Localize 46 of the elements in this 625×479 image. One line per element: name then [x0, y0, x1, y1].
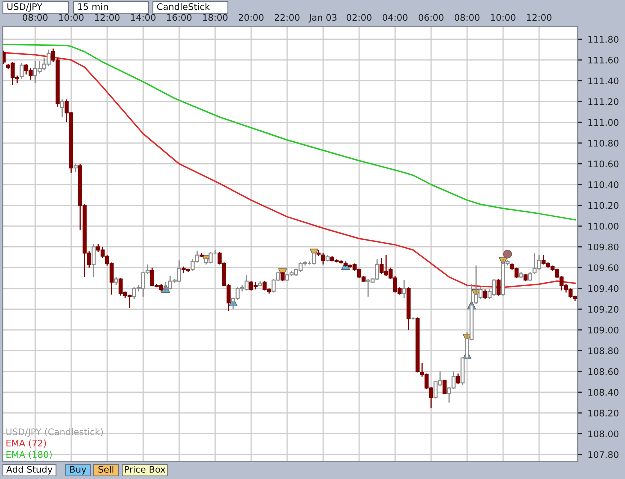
y-tick-label: 111.80: [588, 36, 619, 44]
text: 15 min: [78, 3, 108, 10]
x-tick-label: 14:00: [131, 14, 156, 22]
y-tick-label: 109.20: [588, 306, 619, 313]
y-tick-label: 108.20: [588, 410, 619, 417]
x-tick-label: 22:00: [275, 14, 300, 22]
y-tick-label: 108.80: [588, 348, 619, 354]
y-tick-label: 109.40: [588, 285, 619, 292]
y-tick-label: 111.20: [588, 98, 619, 106]
y-tick-label: 110.60: [588, 160, 619, 168]
x-tick-label: 08:00: [454, 14, 480, 22]
text: CandleStick: [157, 3, 210, 10]
y-tick-label: 110.00: [588, 223, 619, 230]
x-tick-label: 10:00: [491, 14, 516, 22]
text: Price Box: [125, 466, 166, 473]
y-tick-label: 110.40: [588, 182, 619, 188]
text: Buy: [70, 466, 86, 475]
x-tick-label: 04:00: [382, 14, 408, 22]
y-tick-label: 111.40: [588, 78, 619, 85]
y-tick-label: 108.60: [588, 368, 619, 376]
text: USD/JPY: [8, 3, 43, 12]
x-tick-label: 18:00: [203, 14, 228, 22]
y-tick-label: 111.60: [588, 56, 619, 64]
text: USD/JPY (Candlestick): [6, 428, 104, 438]
x-tick-label: 10:00: [59, 14, 84, 22]
y-tick-label: 110.20: [588, 202, 619, 210]
x-tick-label: 16:00: [167, 14, 192, 22]
x-tick-label: 06:00: [418, 14, 444, 22]
x-tick-label: 20:00: [239, 14, 264, 22]
y-tick-label: 109.80: [588, 244, 619, 251]
y-tick-label: 109.60: [588, 264, 619, 272]
text: EMA (72): [6, 440, 46, 448]
x-tick-label: 02:00: [346, 14, 372, 22]
y-tick-label: 107.80: [588, 451, 619, 458]
text: Add Study: [6, 466, 53, 475]
y-tick-label: 108.40: [588, 389, 619, 396]
text: Sell: [98, 466, 114, 473]
text: EMA (180): [6, 451, 52, 460]
x-tick-label: Jan 03: [308, 14, 337, 23]
x-tick-label: 12:00: [95, 14, 120, 22]
y-tick-label: 110.80: [588, 140, 619, 147]
y-tick-label: 108.00: [588, 430, 619, 438]
y-tick-label: 111.00: [588, 119, 619, 126]
y-tick-label: 109.00: [588, 326, 619, 334]
x-tick-label: 08:00: [22, 14, 48, 22]
x-tick-label: 12:00: [527, 14, 552, 22]
